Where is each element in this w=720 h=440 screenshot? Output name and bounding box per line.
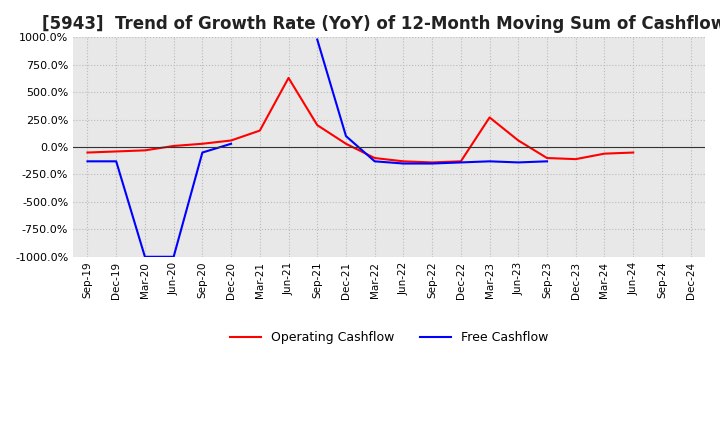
Operating Cashflow — [399, 159, 408, 164]
Operating Cashflow — [256, 128, 264, 133]
Operating Cashflow — [600, 151, 609, 156]
Free Cashflow — [227, 141, 235, 147]
Operating Cashflow — [543, 155, 552, 161]
Legend: Operating Cashflow, Free Cashflow: Operating Cashflow, Free Cashflow — [225, 326, 553, 349]
Operating Cashflow — [514, 138, 523, 143]
Operating Cashflow — [629, 150, 637, 155]
Free Cashflow — [83, 159, 91, 164]
Operating Cashflow — [140, 148, 149, 153]
Operating Cashflow — [227, 138, 235, 143]
Free Cashflow — [140, 254, 149, 260]
Operating Cashflow — [112, 149, 120, 154]
Line: Free Cashflow: Free Cashflow — [87, 144, 231, 257]
Operating Cashflow — [284, 75, 293, 81]
Free Cashflow — [198, 150, 207, 155]
Operating Cashflow — [83, 150, 91, 155]
Title: [5943]  Trend of Growth Rate (YoY) of 12-Month Moving Sum of Cashflows: [5943] Trend of Growth Rate (YoY) of 12-… — [42, 15, 720, 33]
Operating Cashflow — [572, 157, 580, 162]
Operating Cashflow — [313, 122, 322, 128]
Operating Cashflow — [342, 141, 351, 147]
Free Cashflow — [169, 254, 178, 260]
Line: Operating Cashflow: Operating Cashflow — [87, 78, 633, 162]
Operating Cashflow — [485, 115, 494, 120]
Free Cashflow — [112, 159, 120, 164]
Operating Cashflow — [169, 143, 178, 149]
Operating Cashflow — [370, 155, 379, 161]
Operating Cashflow — [428, 160, 436, 165]
Operating Cashflow — [456, 159, 465, 164]
Operating Cashflow — [198, 141, 207, 147]
